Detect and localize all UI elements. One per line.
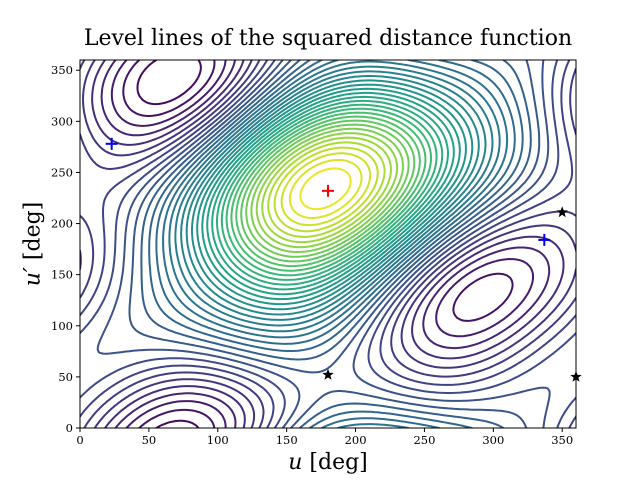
- x-tick-label: 250: [413, 433, 435, 447]
- contour-level: [225, 107, 432, 277]
- contour-level: [180, 70, 487, 321]
- contour-level: [235, 115, 421, 268]
- y-tick-label: 0: [66, 421, 73, 435]
- contour-level: [273, 146, 379, 233]
- contour-lines: [80, 60, 576, 428]
- x-axis-ticks: 0 50 100 150 200 250 300 350: [76, 428, 573, 447]
- x-tick-label: 100: [207, 433, 229, 447]
- contour-level: [280, 152, 372, 227]
- contour-level: [250, 127, 404, 253]
- contour-level: [91, 60, 565, 428]
- y-tick-label: 350: [51, 63, 73, 77]
- contour-level: [201, 87, 461, 301]
- blue-plus-marker: [105, 137, 118, 150]
- y-tick-label: 200: [51, 217, 73, 231]
- x-tick-label: 200: [345, 433, 367, 447]
- contour-level: [155, 60, 516, 428]
- y-tick-label: 150: [51, 268, 73, 282]
- contour-level: [288, 158, 363, 219]
- y-axis-ticks: 0 50 100 150 200 250 300 350: [51, 63, 80, 435]
- chart-title: Level lines of the squared distance func…: [83, 26, 573, 51]
- contour-level: [185, 75, 480, 316]
- contour-level: [168, 60, 501, 333]
- y-tick-label: 300: [51, 114, 73, 128]
- contour-level: [255, 132, 399, 249]
- x-tick-label: 150: [276, 433, 298, 447]
- maximum-plus-marker: [322, 184, 334, 197]
- contour-level: [196, 83, 467, 306]
- saddle-star-marker: [322, 368, 334, 380]
- y-tick-label: 250: [51, 165, 73, 179]
- contour-level: [211, 95, 449, 291]
- contour-level: [80, 60, 576, 428]
- y-tick-label: 50: [58, 370, 73, 384]
- contour-level: [299, 167, 352, 211]
- contour-level: [110, 60, 534, 428]
- contour-level: [216, 99, 444, 286]
- contour-level: [191, 79, 474, 311]
- x-tick-label: 50: [142, 433, 157, 447]
- x-tick-label: 300: [482, 433, 504, 447]
- contour-level: [140, 60, 532, 428]
- axes-frame: [79, 59, 577, 429]
- blue-plus-marker: [538, 233, 551, 246]
- contour-level: [80, 60, 576, 428]
- contour-level: [96, 60, 551, 428]
- contour-level: [80, 60, 576, 428]
- contour-level: [245, 123, 410, 258]
- contour-level: [100, 60, 551, 428]
- y-axis-label: u′ [deg]: [20, 201, 46, 287]
- x-axis-label: u [deg]: [288, 450, 368, 475]
- contour-level: [206, 91, 455, 296]
- x-tick-label: 0: [76, 433, 83, 447]
- contour-level: [220, 103, 438, 281]
- saddle-star-marker: [556, 206, 568, 218]
- y-tick-label: 100: [51, 319, 73, 333]
- contour-level: [148, 60, 524, 428]
- contour-level: [240, 119, 416, 263]
- contour-level: [174, 65, 494, 327]
- contour-level: [136, 60, 202, 428]
- contour-level: [267, 141, 386, 238]
- x-tick-label: 350: [551, 433, 573, 447]
- contour-level: [261, 136, 392, 244]
- contour-level: [230, 111, 427, 272]
